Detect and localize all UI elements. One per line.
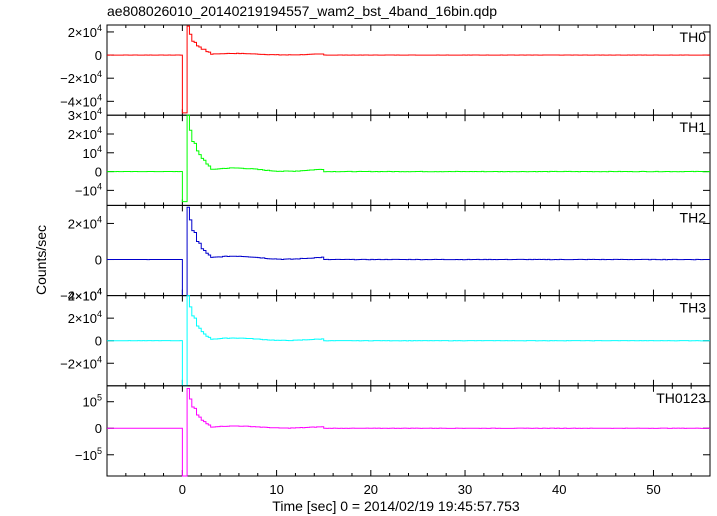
series-line-th3 [107,295,710,387]
x-axis-label: Time [sec] 0 = 2014/02/19 19:45:57.753 [272,498,520,514]
panel-name: TH0 [680,29,707,45]
y-axis-label: Counts/sec [33,225,49,295]
series-line-th2 [107,206,710,297]
y-tick-label: −4×104 [60,92,102,109]
panel-th0123: −105 0 105 TH0123 [75,385,711,477]
y-tick-label: 0 [95,421,102,436]
x-tick-label: 10 [269,482,283,497]
series-line-th0123 [107,387,710,477]
y-tick-label: 105 [83,393,102,410]
y-tick-label: 4×104 [68,287,102,304]
y-tick-label: 0 [95,253,102,268]
series-line-th1 [107,114,710,203]
y-tick-label: −2×104 [60,287,102,304]
y-tick-label: 2×104 [68,309,102,326]
y-tick-label: 2×104 [68,125,102,142]
panel-th3: −2×104 0 2×104 4×104 TH3 [60,287,711,387]
y-tick-label: 0 [95,48,102,63]
x-tick-label: 50 [646,482,660,497]
x-tick-label: 40 [552,482,566,497]
panel-frame [106,385,711,477]
panel-name: TH3 [680,300,707,316]
y-tick-label: −2×104 [60,354,102,371]
y-tick-label: 104 [83,144,102,161]
y-tick-label: 2×104 [68,23,102,40]
x-tick-label: 0 [179,482,186,497]
y-tick-label: −2×104 [60,69,102,86]
panel-name: TH1 [680,119,707,135]
y-tick-label: 3×104 [68,106,102,123]
x-tick-label: 20 [364,482,378,497]
chart-title: ae808026010_20140219194557_wam2_bst_4ban… [107,3,497,19]
panels: −4×104−2×10402×104TH0−10401042×1043×104T… [60,23,711,497]
y-tick-label: 0 [95,165,102,180]
panel-frame [106,24,711,116]
x-tick-label: 30 [458,482,472,497]
panel-frame [106,114,711,206]
panel-name: TH2 [680,209,707,225]
y-tick-label: 0 [95,334,102,349]
panel-th0: −4×104 −2×104 0 2×104 TH0 [60,23,711,116]
y-tick-label: −104 [75,181,102,198]
panel-name: TH0123 [656,390,706,406]
y-tick-label: 2×104 [68,214,102,231]
panel-th2: 0 2×104 −2×104 TH2 [60,204,711,304]
panel-frame [106,204,711,297]
y-tick-label: −105 [75,446,102,463]
series-line-th0 [107,25,710,114]
